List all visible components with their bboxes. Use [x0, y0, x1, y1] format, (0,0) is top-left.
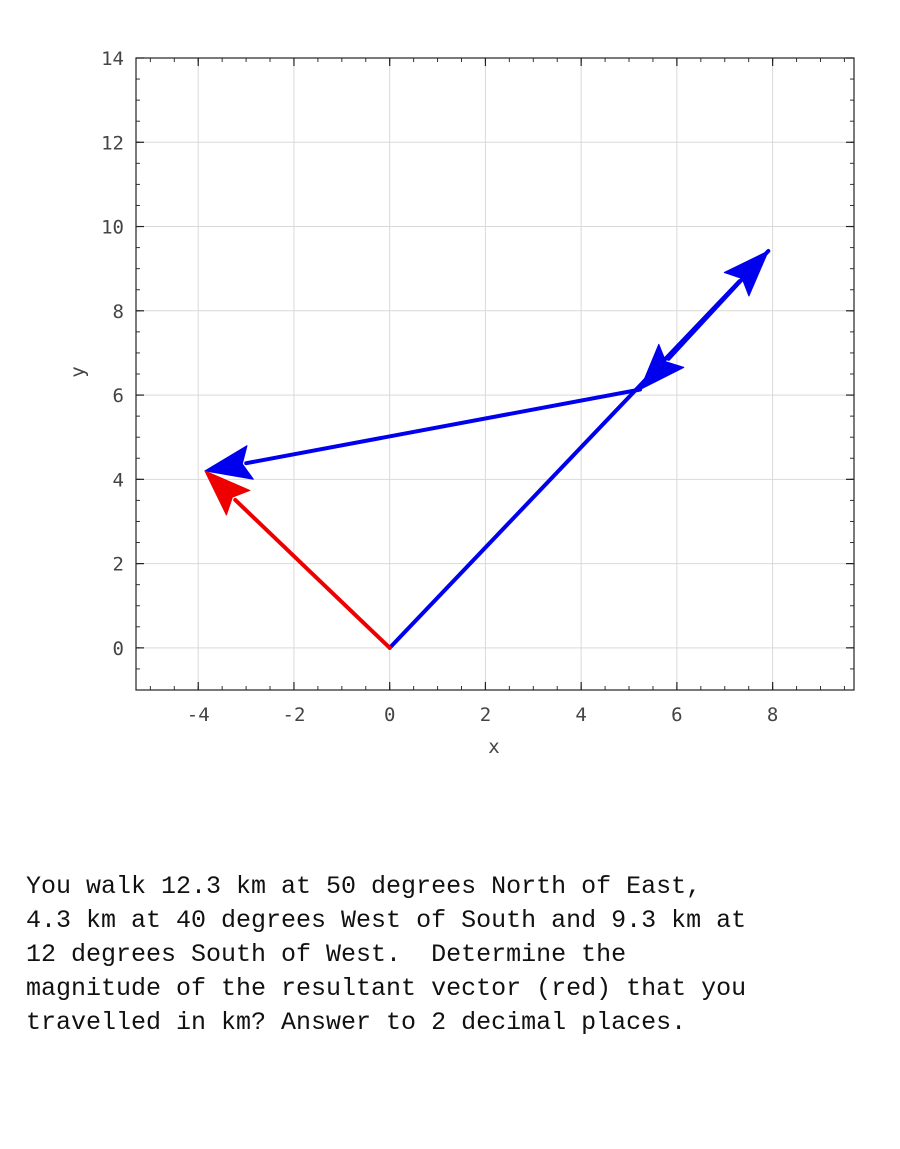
vector-shaft — [666, 248, 771, 361]
vector-shaft — [244, 387, 643, 466]
y-tick-label: 4 — [113, 469, 124, 491]
vector-arrow — [639, 248, 771, 391]
x-tick-label: 2 — [480, 704, 491, 726]
y-tick-label: 2 — [113, 554, 124, 576]
x-tick-label: 0 — [384, 704, 395, 726]
x-axis-label: x — [488, 736, 499, 758]
vectors — [204, 248, 771, 650]
y-tick-label: 8 — [113, 301, 124, 323]
y-tick-labels: 0 2 4 6 8 10 12 14 — [101, 48, 124, 660]
question-line: 12 degrees South of West. Determine the — [26, 940, 627, 969]
vector-shaft — [233, 497, 392, 650]
minor-ticks — [136, 57, 854, 691]
y-tick-label: 12 — [101, 132, 124, 154]
vector-arrowhead — [639, 343, 685, 391]
question-line: You walk 12.3 km at 50 degrees North of … — [26, 872, 702, 901]
vector-arrow — [204, 387, 643, 480]
y-tick-label: 14 — [101, 48, 124, 70]
y-tick-label: 6 — [113, 385, 124, 407]
x-tick-label: 4 — [575, 704, 586, 726]
y-tick-label: 0 — [113, 638, 124, 660]
x-tick-label: -4 — [187, 704, 210, 726]
x-tick-label: 6 — [671, 704, 682, 726]
x-tick-label: -2 — [283, 704, 306, 726]
vector-chart: -4 -2 0 2 4 6 8 0 2 4 6 8 10 12 14 x y — [67, 48, 855, 758]
y-tick-label: 10 — [101, 217, 124, 239]
vector-arrowhead — [204, 470, 251, 516]
question-line: travelled in km? Answer to 2 decimal pla… — [26, 1008, 687, 1037]
question-line: 4.3 km at 40 degrees West of South and 9… — [26, 906, 747, 935]
plot-frame — [135, 57, 855, 691]
question-line: magnitude of the resultant vector (red) … — [26, 974, 747, 1003]
grid-lines — [136, 57, 854, 690]
y-axis-label: y — [67, 366, 89, 377]
question-text: You walk 12.3 km at 50 degrees North of … — [26, 870, 886, 1040]
x-tick-labels: -4 -2 0 2 4 6 8 — [187, 704, 779, 726]
vector-arrow — [204, 470, 392, 650]
x-tick-label: 8 — [767, 704, 778, 726]
major-ticks — [136, 57, 854, 690]
vector-arrowhead — [204, 445, 254, 480]
